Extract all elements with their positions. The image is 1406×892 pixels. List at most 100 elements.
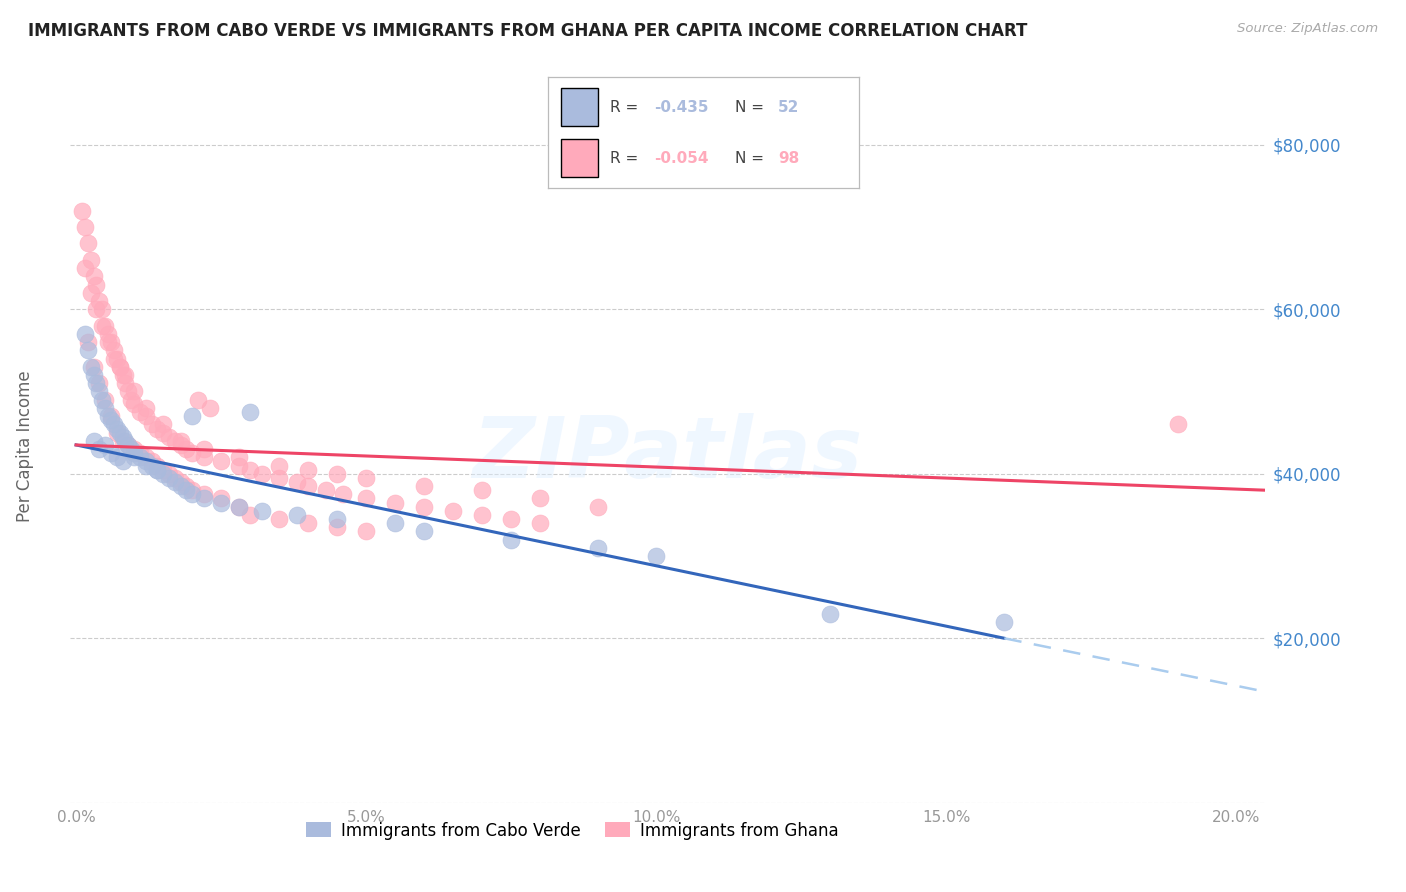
Point: [209, 491, 232, 506]
Point: [354, 524, 377, 539]
Point: [501, 512, 523, 526]
Point: [111, 454, 134, 468]
Point: [73, 261, 96, 276]
Point: [135, 401, 157, 415]
Point: [413, 479, 436, 493]
Point: [163, 434, 186, 448]
Point: [103, 343, 125, 358]
Point: [129, 405, 152, 419]
Legend: Immigrants from Cabo Verde, Immigrants from Ghana: Immigrants from Cabo Verde, Immigrants f…: [299, 815, 845, 847]
Point: [100, 409, 122, 424]
Point: [100, 413, 122, 427]
Point: [146, 462, 169, 476]
Point: [250, 467, 273, 481]
Point: [269, 512, 291, 526]
Point: [993, 615, 1015, 629]
Point: [586, 500, 609, 514]
Point: [169, 434, 191, 448]
Point: [176, 479, 198, 493]
Point: [94, 392, 117, 407]
Point: [315, 483, 337, 498]
Point: [76, 236, 98, 251]
Point: [114, 368, 136, 382]
Point: [326, 520, 349, 534]
Point: [228, 500, 250, 514]
Point: [122, 446, 145, 460]
Point: [105, 351, 128, 366]
Point: [97, 409, 120, 424]
Point: [105, 450, 128, 465]
Text: Per Capita Income: Per Capita Income: [17, 370, 34, 522]
Point: [114, 376, 136, 391]
Point: [228, 500, 250, 514]
Point: [146, 421, 169, 435]
Point: [120, 442, 142, 456]
Point: [176, 442, 198, 456]
Point: [135, 409, 157, 424]
Point: [89, 384, 111, 399]
Point: [176, 483, 198, 498]
Point: [141, 417, 163, 432]
Point: [91, 392, 114, 407]
Point: [141, 454, 163, 468]
Point: [441, 504, 464, 518]
Point: [169, 479, 191, 493]
Point: [103, 417, 125, 432]
Point: [645, 549, 668, 563]
Point: [239, 462, 262, 476]
Point: [111, 430, 134, 444]
Point: [529, 516, 551, 530]
Point: [100, 335, 122, 350]
Point: [193, 491, 215, 506]
Point: [108, 359, 131, 374]
Point: [413, 524, 436, 539]
Point: [209, 495, 232, 509]
Point: [157, 471, 180, 485]
Point: [209, 454, 232, 468]
Point: [83, 359, 105, 374]
Point: [384, 495, 406, 509]
Point: [94, 401, 117, 415]
Point: [103, 351, 125, 366]
Point: [413, 500, 436, 514]
Point: [114, 434, 136, 448]
Point: [135, 458, 157, 473]
Point: [108, 359, 131, 374]
Point: [586, 541, 609, 555]
Point: [122, 442, 145, 456]
Point: [157, 467, 180, 481]
Point: [239, 405, 262, 419]
Point: [193, 487, 215, 501]
Point: [152, 467, 174, 481]
Point: [73, 219, 96, 234]
Point: [79, 359, 101, 374]
Point: [111, 434, 134, 448]
Point: [471, 483, 494, 498]
Point: [111, 368, 134, 382]
Point: [157, 430, 180, 444]
Text: Source: ZipAtlas.com: Source: ZipAtlas.com: [1237, 22, 1378, 36]
Point: [146, 458, 169, 473]
Point: [86, 302, 108, 317]
Point: [163, 475, 186, 489]
Point: [332, 487, 354, 501]
Point: [129, 450, 152, 465]
Point: [354, 471, 377, 485]
Point: [187, 392, 209, 407]
Point: [122, 450, 145, 465]
Point: [91, 318, 114, 333]
Point: [117, 438, 139, 452]
Point: [105, 421, 128, 435]
Point: [297, 516, 319, 530]
Point: [97, 326, 120, 341]
Point: [384, 516, 406, 530]
Point: [83, 434, 105, 448]
Point: [181, 409, 204, 424]
Point: [79, 252, 101, 267]
Point: [94, 318, 117, 333]
Point: [193, 450, 215, 465]
Point: [181, 446, 204, 460]
Point: [198, 401, 221, 415]
Point: [91, 302, 114, 317]
Point: [501, 533, 523, 547]
